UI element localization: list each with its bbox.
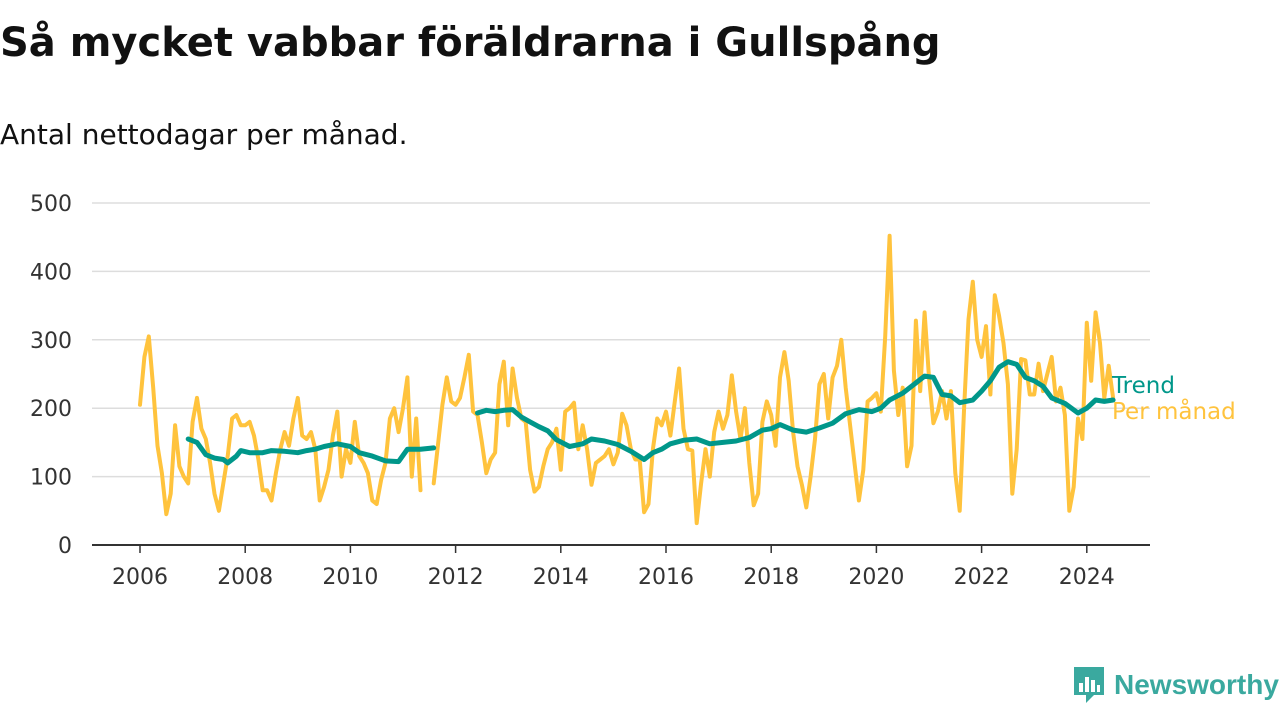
line-chart: 0 100 200 300 400 500 2006 2008 2010 2012 2014 2016… bbox=[30, 192, 1236, 590]
y-tick-label: 0 bbox=[58, 534, 72, 559]
trend-series-line bbox=[185, 359, 1116, 466]
y-tick-label: 200 bbox=[30, 397, 72, 422]
y-tick-label: 100 bbox=[30, 466, 72, 491]
monthly-series-line bbox=[138, 233, 1116, 526]
newsworthy-logo: Newsworthy bbox=[1072, 664, 1279, 706]
x-tick-label: 2024 bbox=[1059, 565, 1115, 590]
y-tick-label: 500 bbox=[30, 192, 72, 217]
chart-title: Så mycket vabbar föräldrarna i Gullspång bbox=[0, 20, 941, 66]
chart-subtitle: Antal nettodagar per månad. bbox=[0, 118, 408, 151]
x-tick-label: 2012 bbox=[428, 565, 484, 590]
y-tick-label: 400 bbox=[30, 260, 72, 285]
x-tick-label: 2020 bbox=[848, 565, 904, 590]
x-tick-label: 2014 bbox=[533, 565, 589, 590]
x-tick-label: 2006 bbox=[112, 565, 168, 590]
x-tick-label: 2016 bbox=[638, 565, 694, 590]
trend-label: Trend bbox=[1111, 373, 1175, 399]
x-tick-label: 2022 bbox=[954, 565, 1010, 590]
monthly-label: Per månad bbox=[1112, 397, 1236, 425]
y-tick-label: 300 bbox=[30, 329, 72, 354]
gridlines bbox=[92, 202, 1150, 478]
x-tick-label: 2010 bbox=[322, 565, 378, 590]
brand-name: Newsworthy bbox=[1114, 669, 1279, 700]
x-tick-label: 2018 bbox=[743, 565, 799, 590]
bar-chart-logo-icon bbox=[1074, 667, 1104, 703]
x-tick-label: 2008 bbox=[217, 565, 273, 590]
series-lines bbox=[138, 233, 1116, 526]
axes: 0 100 200 300 400 500 2006 2008 2010 2012 2014 2016… bbox=[30, 192, 1150, 590]
